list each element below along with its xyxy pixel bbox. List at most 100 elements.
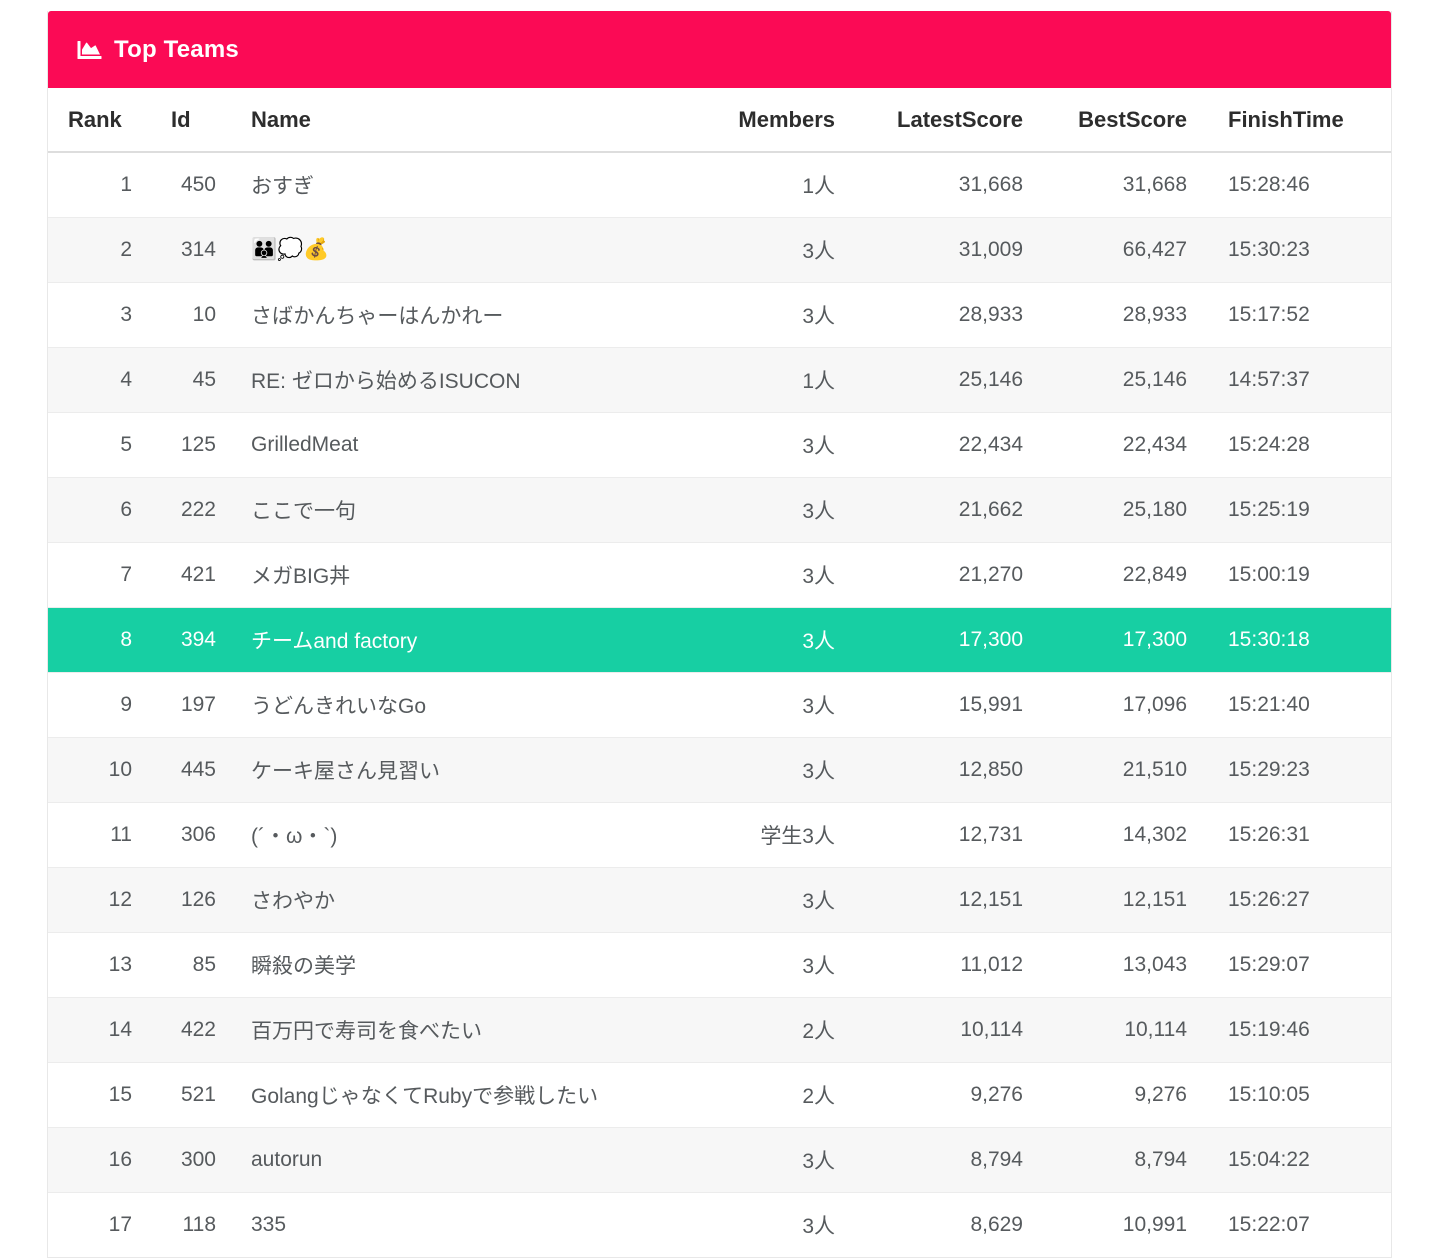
cell-name: おすぎ [251,175,314,198]
cell-id: 85 [192,953,216,976]
cell-id: 422 [180,1018,216,1041]
cell-latest_score: 12,850 [958,758,1023,781]
cell-name: 百万円で寿司を食べたい [251,1020,482,1043]
cell-members: 3人 [802,500,835,523]
cell-latest_score: 31,009 [958,238,1023,261]
cell-rank: 17 [108,1213,132,1236]
cell-id: 521 [180,1083,216,1106]
cell-best_score: 8,794 [1134,1148,1187,1171]
cell-latest_score: 25,146 [958,368,1023,391]
cell-best_score: 25,146 [1122,368,1187,391]
header-finishtime: FinishTime [1187,88,1391,153]
cell-name: 335 [251,1213,287,1236]
chart-area-icon [76,38,103,62]
cell-best_score: 17,096 [1122,693,1187,716]
cell-name: autorun [251,1148,323,1171]
cell-latest_score: 11,012 [960,953,1023,976]
cell-latest_score: 12,151 [958,888,1023,911]
cell-members: 3人 [802,760,835,783]
cell-id: 306 [180,823,216,846]
table-row: 15 521 GolangじゃなくてRubyで参戦したい 2人 9,276 9,276 15… [48,1062,1391,1128]
cell-members: 3人 [802,1150,835,1173]
panel-heading: Top Teams [48,11,1391,88]
table-row: 13 85 瞬殺の美学 3人 11,012 13,043 15:29:07 [48,932,1391,998]
cell-id: 394 [180,628,216,651]
cell-finish_time: 15:22:07 [1228,1213,1310,1236]
cell-members: 3人 [802,890,835,913]
cell-best_score: 10,114 [1124,1018,1187,1041]
cell-best_score: 21,510 [1122,758,1187,781]
cell-finish_time: 15:24:28 [1228,433,1310,456]
cell-best_score: 31,668 [1122,173,1187,196]
cell-finish_time: 15:21:40 [1228,693,1310,716]
table-row: 5 125 GrilledMeat 3人 22,434 22,434 15:24:28 [48,412,1391,478]
cell-finish_time: 15:26:31 [1228,823,1310,846]
cell-best_score: 25,180 [1122,498,1187,521]
cell-members: 1人 [802,370,835,393]
cell-finish_time: 15:30:23 [1228,238,1310,261]
cell-finish_time: 15:26:27 [1228,888,1310,911]
cell-best_score: 66,427 [1122,238,1187,261]
cell-latest_score: 10,114 [960,1018,1023,1041]
cell-rank: 6 [120,498,132,521]
cell-id: 126 [180,888,216,911]
cell-name: チームand factory [251,630,418,653]
cell-latest_score: 22,434 [958,433,1023,456]
cell-best_score: 22,849 [1122,563,1187,586]
cell-finish_time: 15:00:19 [1228,563,1310,586]
cell-name: ここで一句 [251,500,356,523]
cell-rank: 10 [108,758,132,781]
cell-name: RE: ゼロから始めるISUCON [251,370,521,393]
table-row: 10 445 ケーキ屋さん見習い 3人 12,850 21,510 15:29:23 [48,737,1391,803]
team-rows: 1 450 おすぎ 1人 31,668 31,668 15:28:46 2 314 👨‍👨‍👦💭💰… [48,152,1391,1257]
cell-members: 3人 [802,1215,835,1238]
header-bestscore: BestScore [1023,88,1187,153]
cell-latest_score: 21,270 [958,563,1023,586]
table-row: 4 45 RE: ゼロから始めるISUCON 1人 25,146 25,146 14:57:… [48,347,1391,413]
header-name: Name [216,88,685,153]
cell-finish_time: 15:17:52 [1228,303,1310,326]
cell-name: GolangじゃなくてRubyで参戦したい [251,1085,599,1108]
cell-finish_time: 14:57:37 [1228,368,1310,391]
cell-name: メガBIG丼 [251,565,351,588]
cell-members: 3人 [802,695,835,718]
header-members: Members [685,88,835,153]
cell-best_score: 10,991 [1122,1213,1187,1236]
table-row: 2 314 👨‍👨‍👦💭💰 3人 31,009 66,427 15:30:23 [48,217,1391,283]
table-row: 9 197 うどんきれいなGo 3人 15,991 17,096 15:21:40 [48,672,1391,738]
cell-members: 3人 [802,435,835,458]
cell-latest_score: 28,933 [958,303,1023,326]
cell-rank: 16 [108,1148,132,1171]
cell-id: 222 [180,498,216,521]
cell-members: 3人 [802,305,835,328]
cell-members: 1人 [802,175,835,198]
cell-members: 3人 [802,630,835,653]
table-row: 16 300 autorun 3人 8,794 8,794 15:04:22 [48,1127,1391,1193]
cell-best_score: 22,434 [1122,433,1187,456]
cell-finish_time: 15:29:23 [1228,758,1310,781]
cell-name: ケーキ屋さん見習い [251,760,440,783]
header-latestscore: LatestScore [835,88,1023,153]
cell-name: さばかんちゃーはんかれー [251,305,504,328]
cell-members: 2人 [802,1020,835,1043]
cell-rank: 5 [120,433,132,456]
panel-title: Top Teams [114,35,239,63]
cell-id: 421 [180,563,216,586]
table-row: 8 394 チームand factory 3人 17,300 17,300 15:30:18 [48,607,1391,673]
cell-id: 10 [192,303,216,326]
cell-name: 瞬殺の美学 [251,955,356,978]
cell-members: 3人 [802,565,835,588]
cell-members: 学生3人 [760,825,835,848]
cell-finish_time: 15:04:22 [1228,1148,1310,1171]
cell-rank: 3 [120,303,132,326]
cell-finish_time: 15:10:05 [1228,1083,1310,1106]
cell-finish_time: 15:28:46 [1228,173,1310,196]
table-row: 12 126 さわやか 3人 12,151 12,151 15:26:27 [48,867,1391,933]
header-row: Rank Id Name Members LatestScore BestSco… [48,88,1391,153]
cell-latest_score: 12,731 [958,823,1023,846]
table-row: 11 306 (´・ω・`) 学生3人 12,731 14,302 15:26:31 [48,802,1391,868]
cell-rank: 4 [120,368,132,391]
cell-members: 3人 [802,240,835,263]
cell-rank: 7 [120,563,132,586]
table-row: 3 10 さばかんちゃーはんかれー 3人 28,933 28,933 15:17:52 [48,282,1391,348]
